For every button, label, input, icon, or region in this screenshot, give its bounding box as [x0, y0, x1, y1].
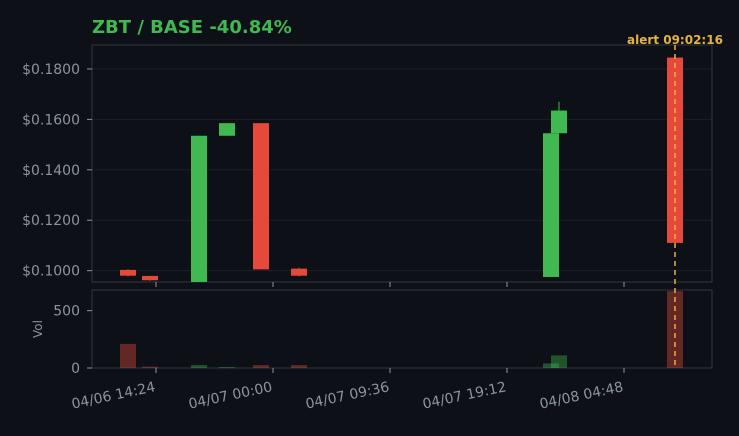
volume-bar — [253, 365, 269, 368]
price-tick-label: $0.1400 — [22, 163, 80, 179]
price-gridlines — [92, 68, 712, 272]
candlestick-series — [120, 57, 683, 282]
alert-label: alert 09:02:16 — [627, 33, 723, 47]
time-tick-label: 04/07 00:00 — [187, 379, 274, 412]
price-tick-label: $0.1000 — [22, 264, 80, 280]
time-tick-label: 04/06 14:24 — [70, 379, 157, 412]
candle-body — [543, 133, 559, 277]
volume-axis-ticks: 0 500 — [53, 304, 92, 377]
price-tick-label: $0.1600 — [22, 112, 80, 128]
chart-title: ZBT / BASE -40.84% — [92, 17, 292, 38]
volume-bar — [291, 365, 307, 368]
candle-body — [191, 135, 207, 282]
volume-tick-label: 0 — [71, 361, 80, 377]
candle-body — [253, 123, 269, 270]
price-panel — [91, 44, 713, 283]
time-tick-label: 04/07 19:12 — [421, 379, 508, 412]
time-axis-ticks: 04/06 14:24 04/07 00:00 04/07 09:36 04/07 1… — [70, 282, 625, 413]
volume-bar — [667, 291, 683, 368]
volume-axis-label: Vol — [31, 320, 45, 338]
candle-body — [667, 57, 683, 243]
candle-body — [120, 269, 136, 276]
alert-marker: alert 09:02:16 — [627, 33, 723, 368]
volume-bar — [219, 367, 235, 369]
volume-series — [120, 291, 683, 369]
volume-bar — [191, 365, 207, 368]
price-tick-label: $0.1800 — [22, 62, 80, 78]
candle-body — [551, 110, 567, 134]
volume-bar — [120, 343, 136, 368]
volume-panel — [91, 289, 713, 369]
candle-body — [291, 268, 307, 276]
candle-body — [219, 123, 235, 136]
price-tick-label: $0.1200 — [22, 213, 80, 229]
time-tick-label: 04/07 09:36 — [304, 379, 391, 412]
volume-bar — [142, 366, 158, 368]
price-axis-ticks: $0.1800 $0.1600 $0.1400 $0.1200 $0.1000 — [22, 62, 92, 280]
volume-bar — [543, 363, 559, 368]
volume-bar — [551, 355, 567, 368]
time-tick-label: 04/08 04:48 — [538, 379, 625, 412]
volume-tick-label: 500 — [53, 304, 80, 320]
candle-body — [142, 275, 158, 281]
